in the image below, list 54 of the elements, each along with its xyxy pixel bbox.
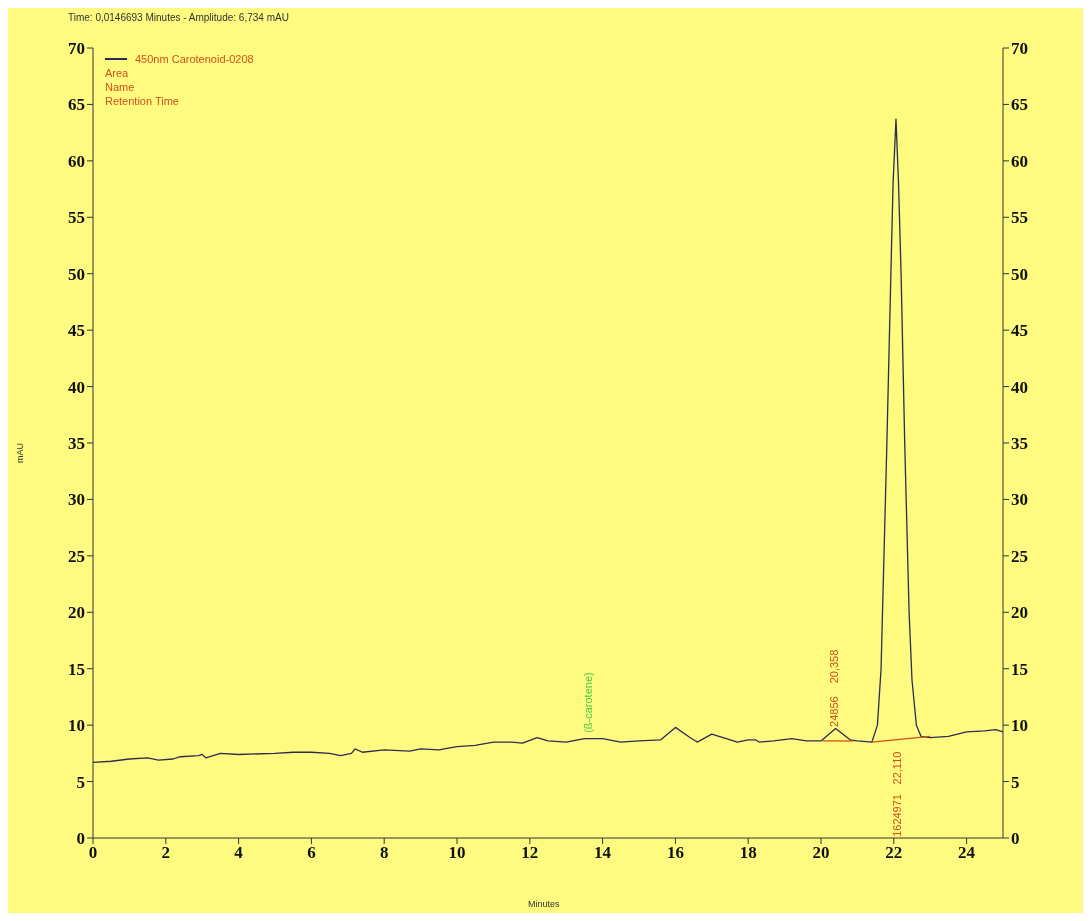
annotation: Area: [105, 66, 130, 80]
annotation: (ß-carotene): [582, 672, 595, 733]
y-tick-label: 15: [68, 659, 85, 679]
y2-tick-label: 35: [1011, 434, 1028, 454]
y-tick-label: 55: [68, 208, 85, 228]
annotation: 24856: [827, 696, 840, 727]
y2-tick-label: 25: [1011, 546, 1028, 566]
y2-tick-label: 15: [1011, 659, 1028, 679]
x-tick-label: 16: [666, 843, 684, 863]
y2-tick-label: 10: [1011, 716, 1028, 736]
annotation: Retention Time: [105, 94, 180, 108]
y-tick-label: 25: [68, 546, 85, 566]
annotation: 20,358: [827, 649, 840, 684]
y2-tick-label: 45: [1011, 321, 1028, 341]
y2-tick-label: 60: [1011, 151, 1028, 171]
x-tick-label: 14: [594, 843, 612, 863]
x-tick-label: 12: [521, 843, 539, 863]
annotation: 22,110: [891, 751, 904, 785]
y-axis-title: mAU: [15, 443, 25, 463]
y-tick-label: 10: [68, 716, 85, 736]
x-tick-label: 24: [958, 843, 976, 863]
y2-tick-label: 70: [1011, 39, 1028, 59]
x-tick-label: 8: [379, 843, 389, 863]
x-tick-label: 22: [885, 843, 903, 863]
y-tick-label: 65: [68, 95, 85, 115]
y-tick-label: 50: [68, 264, 85, 284]
y-tick-label: 45: [68, 321, 85, 341]
y2-tick-label: 40: [1011, 377, 1028, 397]
y-tick-label: 0: [76, 829, 85, 849]
y-tick-label: 35: [68, 434, 85, 454]
y-tick-label: 20: [68, 603, 85, 623]
x-tick-label: 10: [448, 843, 466, 863]
annotation: 1624971: [891, 794, 904, 837]
y2-tick-label: 30: [1011, 490, 1028, 510]
y2-tick-label: 0: [1011, 829, 1020, 849]
y-tick-label: 40: [68, 377, 85, 397]
text: Time: 0,0146693 Minutes - Amplitude: 6,734 mAU: [68, 12, 289, 23]
y-tick-label: 60: [68, 151, 85, 171]
y2-tick-label: 20: [1011, 603, 1028, 623]
y-tick-label: 5: [76, 772, 85, 792]
x-tick-label: 2: [161, 843, 171, 863]
x-tick-label: 4: [234, 843, 244, 863]
y2-tick-label: 5: [1011, 772, 1020, 792]
annotation: Name: [105, 80, 136, 94]
x-tick-label: 6: [307, 843, 316, 863]
y-tick-label: 30: [68, 490, 85, 510]
y2-tick-label: 50: [1011, 264, 1028, 284]
x-tick-label: 20: [812, 843, 830, 863]
x-tick-label: 18: [739, 843, 757, 863]
y-tick-label: 70: [68, 39, 85, 59]
y2-tick-label: 55: [1011, 208, 1028, 228]
x-axis-title: Minutes: [528, 899, 560, 909]
legend-label: 450nm Carotenoid-0208: [135, 52, 254, 66]
y2-tick-label: 65: [1011, 95, 1028, 115]
